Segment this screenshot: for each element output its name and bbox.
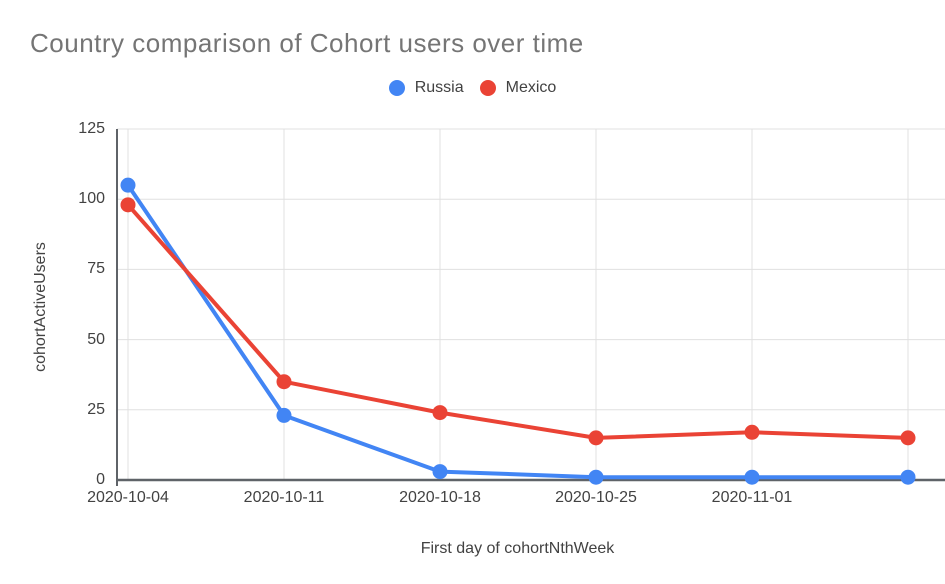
legend-item-mexico: Mexico [479, 79, 557, 97]
data-point-russia-3 [588, 469, 604, 485]
chart-title: Country comparison of Cohort users over … [30, 28, 584, 58]
data-point-mexico-1 [276, 374, 292, 390]
chart-legend: Russia Mexico [0, 79, 945, 97]
y-tick-label: 100 [78, 190, 105, 208]
series-line-mexico [126, 202, 910, 440]
x-tick-label: 2020-10-18 [399, 489, 481, 506]
y-tick-label: 75 [87, 260, 105, 278]
data-point-mexico-3 [588, 430, 604, 446]
data-point-russia-1 [276, 407, 292, 423]
data-point-mexico-4 [744, 424, 760, 440]
legend-label: Russia [414, 79, 464, 96]
legend-marker-icon [479, 80, 496, 96]
y-tick-label: 25 [87, 400, 105, 418]
x-axis-title: First day of cohortNthWeek [420, 540, 615, 557]
y-tick-label: 50 [87, 330, 105, 348]
y-axis-title: cohortActiveUsers [32, 242, 49, 372]
data-point-mexico-5 [900, 430, 916, 446]
x-tick-label: 2020-11-01 [711, 489, 793, 506]
x-tick-label: 2020-10-11 [243, 489, 325, 506]
legend-item-russia: Russia [388, 79, 464, 97]
data-point-mexico-2 [432, 405, 448, 421]
data-point-russia-5 [900, 469, 916, 485]
data-point-russia-4 [744, 469, 760, 485]
series-line-russia [126, 183, 910, 480]
x-tick-label: 2020-10-25 [555, 489, 637, 506]
y-tick-label: 125 [78, 120, 105, 137]
legend-marker-icon [388, 80, 405, 96]
x-tick-label: 2020-10-04 [87, 489, 169, 506]
data-point-mexico-0 [120, 197, 136, 213]
y-tick-label: 0 [96, 471, 105, 488]
data-point-russia-2 [432, 464, 448, 480]
data-point-russia-0 [120, 177, 136, 193]
legend-label: Mexico [505, 79, 557, 96]
